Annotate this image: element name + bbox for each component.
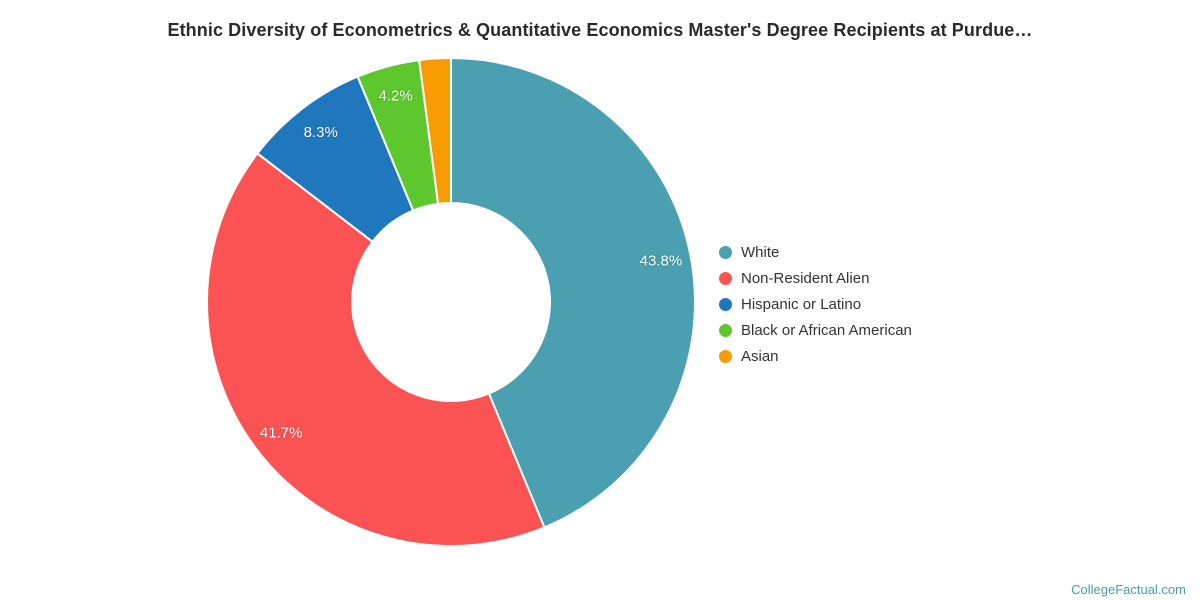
legend-item-non-resident-alien[interactable]: Non-Resident Alien: [719, 265, 912, 291]
legend-item-white[interactable]: White: [719, 239, 912, 265]
watermark-link[interactable]: CollegeFactual.com: [1071, 582, 1186, 597]
legend-marker-circle-icon: [719, 271, 732, 285]
slice-label-hispanic-or-latino: 8.3%: [304, 124, 338, 141]
legend-label: Black or African American: [741, 321, 912, 339]
legend-label: White: [741, 243, 780, 261]
legend-marker-circle-icon: [719, 349, 732, 363]
slice-label-black-or-african-american: 4.2%: [378, 87, 412, 104]
legend-marker-circle-icon: [719, 245, 732, 259]
pie-slice-white[interactable]: [450, 57, 696, 529]
pie-slice-asian[interactable]: [418, 57, 452, 205]
legend-marker-circle-icon: [719, 323, 732, 337]
legend-label: Asian: [741, 347, 779, 365]
legend-marker-circle-icon: [719, 297, 732, 311]
chart-title: Ethnic Diversity of Econometrics & Quant…: [167, 20, 1033, 40]
slice-label-non-resident-alien: 41.7%: [260, 424, 303, 441]
pie-slice-non-resident-alien[interactable]: [206, 152, 546, 547]
slice-label-white: 43.8%: [640, 252, 683, 269]
legend-item-hispanic-or-latino[interactable]: Hispanic or Latino: [719, 291, 912, 317]
legend-item-black-or-african-american[interactable]: Black or African American: [719, 317, 912, 343]
legend-item-asian[interactable]: Asian: [719, 343, 912, 369]
legend-label: Hispanic or Latino: [741, 295, 862, 313]
legend: White Non-Resident Alien Hispanic or Latin…: [719, 239, 912, 369]
legend-label: Non-Resident Alien: [741, 269, 870, 287]
